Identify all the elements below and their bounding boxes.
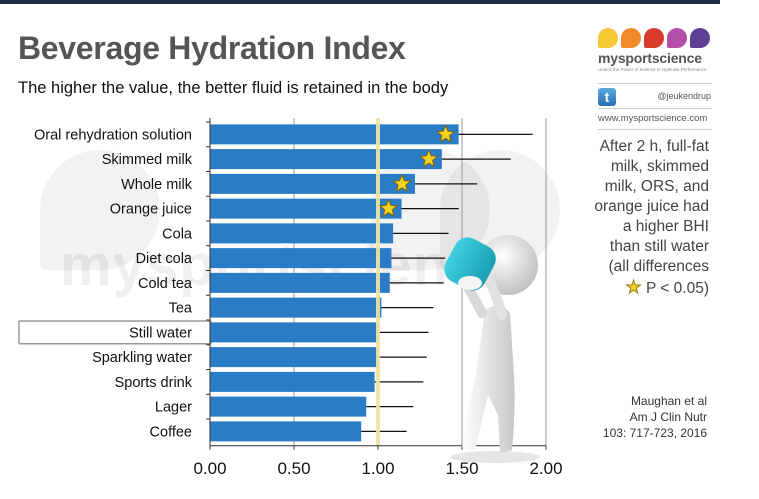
note-star-text: P < 0.05) <box>645 280 709 297</box>
logo-drop <box>621 28 641 48</box>
x-tick-label: 1.00 <box>361 459 394 478</box>
watermark-drop <box>40 150 160 270</box>
bar <box>210 371 375 392</box>
category-label: Lager <box>155 400 192 416</box>
bar <box>210 198 402 219</box>
category-label: Orange juice <box>110 202 192 218</box>
category-label: Sports drink <box>115 375 193 391</box>
chart-subtitle: The higher the value, the better fluid i… <box>18 79 449 97</box>
significance-star <box>419 148 439 168</box>
bar <box>210 347 378 368</box>
chart-title: Beverage Hydration Index <box>18 30 406 66</box>
star-icon: ★ <box>625 277 642 298</box>
significance-star <box>378 198 399 217</box>
website-link[interactable]: www.mysportscience.com <box>598 113 708 124</box>
logo-drop <box>598 28 618 48</box>
note-line: than still water <box>609 238 709 255</box>
bar <box>210 124 459 145</box>
bar <box>210 322 378 343</box>
x-tick-label: 1.50 <box>445 459 478 478</box>
note-line: (all differences <box>608 258 709 275</box>
bar <box>210 248 392 269</box>
person-drinking-icon <box>440 235 550 465</box>
bar <box>210 272 390 293</box>
bar <box>210 223 394 244</box>
bar <box>210 173 415 194</box>
category-label: Coffee <box>150 424 192 440</box>
logo-drop <box>667 28 687 48</box>
top-bar <box>0 0 720 4</box>
note-line: milk, ORS, and <box>604 178 709 195</box>
bar <box>210 396 367 417</box>
citation-line: 103: 717-723, 2016 <box>602 426 707 440</box>
divider <box>598 83 712 84</box>
category-label: Still water <box>129 325 192 341</box>
category-label: Tea <box>169 301 193 317</box>
note-line: After 2 h, full-fat <box>599 138 709 155</box>
x-tick-label: 2.00 <box>529 459 562 478</box>
bar <box>210 149 442 170</box>
logo-brand: mysportscience <box>598 50 702 66</box>
significance-star <box>392 173 412 193</box>
category-label: Diet cola <box>136 251 193 267</box>
significance-note: After 2 h, full-fat milk, skimmed milk, … <box>529 137 709 299</box>
citation: Maughan et al Am J Clin Nutr 103: 717-72… <box>603 393 707 441</box>
note-line: a higher BHI <box>622 218 709 235</box>
divider <box>598 129 712 130</box>
category-label: Cold tea <box>138 276 193 292</box>
category-label: Sparkling water <box>92 350 192 366</box>
category-label: Whole milk <box>121 177 193 193</box>
citation-line: Maughan et al <box>630 394 707 408</box>
category-label: Skimmed milk <box>102 152 193 168</box>
x-tick-label: 0.50 <box>277 459 310 478</box>
x-tick-label: 0.00 <box>193 459 226 478</box>
bar <box>210 421 362 442</box>
divider <box>598 108 712 109</box>
reference-line <box>376 118 380 446</box>
bar <box>210 297 382 318</box>
note-line: orange juice had <box>594 198 709 215</box>
logo-drop <box>644 28 664 48</box>
twitter-handle[interactable]: @jeukendrup <box>657 91 711 101</box>
note-line: milk, skimmed <box>610 158 709 175</box>
category-label: Oral rehydration solution <box>34 127 192 143</box>
logo-drops <box>598 28 712 48</box>
note-line-star: ★ P < 0.05) <box>529 277 709 299</box>
significance-star <box>435 124 456 143</box>
logo-tagline: Unlock the Power of Science to Optimise … <box>598 67 707 72</box>
logo-drop <box>690 28 710 48</box>
citation-line: Am J Clin Nutr <box>629 410 707 424</box>
category-label: Cola <box>162 226 193 242</box>
twitter-icon[interactable]: t <box>598 88 616 106</box>
mysportscience-logo: mysportscience Unlock the Power of Scien… <box>598 28 712 72</box>
